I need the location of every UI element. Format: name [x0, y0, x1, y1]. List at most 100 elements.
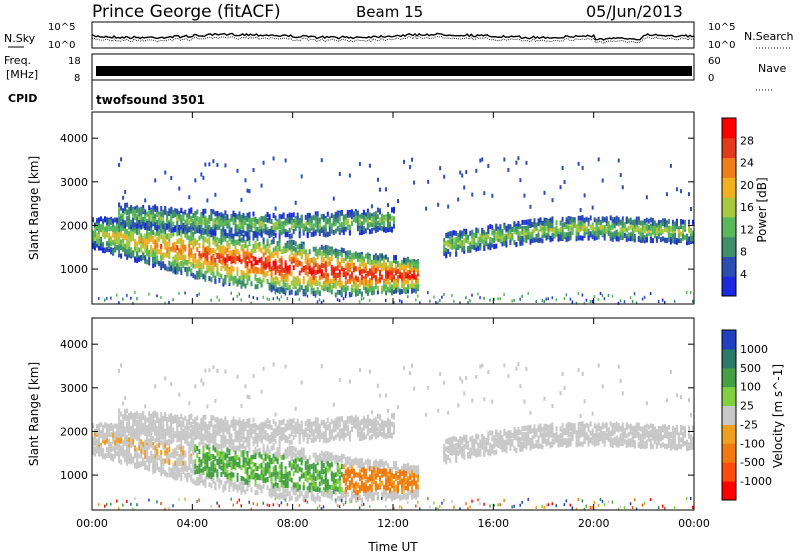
power-cell	[543, 228, 546, 234]
power-cell	[162, 261, 165, 267]
power-cell	[302, 241, 305, 247]
power-cell	[387, 220, 389, 226]
power-cell	[214, 241, 217, 247]
power-cell	[204, 229, 207, 235]
power-cell	[110, 220, 113, 226]
power-cell	[366, 280, 369, 286]
power-cell	[383, 221, 385, 226]
power-cell	[252, 235, 255, 241]
velocity-cell	[118, 368, 121, 373]
power-cell	[290, 218, 293, 224]
velocity-cell	[100, 422, 102, 428]
power-cell	[680, 224, 682, 230]
power-cell	[376, 214, 379, 220]
power-cell	[194, 253, 197, 258]
velocity-cell	[152, 464, 155, 470]
power-cell	[575, 301, 578, 305]
power-cell	[230, 259, 233, 265]
velocity-cell	[182, 460, 185, 466]
power-cell	[124, 223, 127, 229]
power-cell	[126, 221, 129, 227]
power-cell	[487, 163, 490, 168]
power-cell	[286, 217, 289, 223]
power-cell	[541, 226, 544, 232]
power-cell	[595, 227, 598, 233]
power-cell	[641, 224, 644, 230]
power-cell	[132, 225, 135, 231]
power-cell	[607, 221, 610, 226]
power-cell	[222, 217, 225, 223]
power-cell	[370, 228, 373, 234]
power-cell	[136, 213, 139, 219]
power-cell	[677, 226, 680, 232]
power-cell	[336, 218, 339, 224]
power-cell	[278, 298, 281, 302]
noise-left-tick-top: 10^5	[48, 22, 75, 33]
power-cell	[168, 253, 171, 258]
power-cell	[366, 208, 369, 214]
velocity-cell	[184, 415, 187, 421]
velocity-cell	[160, 426, 163, 432]
power-cell	[172, 221, 175, 227]
power-cell	[212, 230, 215, 236]
power-cell	[374, 227, 377, 233]
power-cell	[336, 226, 339, 232]
power-cell	[106, 296, 108, 300]
velocity-cell	[168, 459, 171, 464]
power-cell	[182, 239, 185, 245]
power-cell	[368, 212, 371, 218]
power-cell	[194, 224, 197, 230]
power-cell	[344, 290, 347, 296]
power-cell	[222, 236, 225, 242]
power-cell	[407, 284, 409, 290]
velocity-cell	[180, 435, 183, 441]
power-cell	[120, 232, 123, 238]
power-cell	[342, 286, 345, 292]
power-cell	[609, 215, 612, 221]
power-cell	[276, 245, 279, 250]
power-cell	[262, 261, 265, 267]
power-cell	[567, 231, 570, 237]
power-cell	[651, 221, 654, 227]
power-cell	[248, 218, 251, 224]
power-cell	[304, 255, 307, 260]
nave-right-tick-top: 60	[708, 56, 721, 67]
velocity-cell	[172, 427, 175, 433]
power-cell	[304, 269, 307, 275]
power-cell	[260, 269, 263, 275]
power-cell	[599, 230, 602, 236]
power-cell	[226, 223, 229, 229]
power-cell	[569, 231, 572, 237]
power-cell	[441, 295, 443, 299]
power-cell	[108, 232, 111, 238]
velocity-cell	[166, 420, 169, 426]
power-cell	[385, 270, 387, 276]
velocity-cell	[102, 453, 104, 459]
power-cell	[192, 213, 195, 218]
power-cell	[370, 259, 373, 265]
power-cell	[411, 267, 414, 273]
power-cell	[194, 216, 197, 222]
power-cell	[148, 249, 151, 255]
power-cell	[114, 238, 117, 244]
velocity-cell	[182, 417, 185, 423]
power-cell	[304, 293, 307, 297]
velocity-cell	[184, 435, 187, 440]
power-cell	[385, 273, 387, 279]
power-cell	[374, 255, 377, 261]
power-cell	[280, 249, 283, 254]
power-cell	[186, 213, 189, 219]
power-cell	[491, 230, 494, 236]
power-cell	[535, 225, 538, 231]
power-cell	[352, 252, 355, 258]
power-cell	[366, 219, 369, 225]
power-cell	[680, 219, 682, 225]
power-cell	[118, 249, 121, 255]
power-cell	[459, 170, 462, 175]
power-cell	[230, 275, 233, 281]
power-cell	[128, 231, 131, 237]
power-cell	[348, 225, 351, 231]
velocity-cell	[162, 440, 165, 446]
power-cell	[338, 282, 341, 288]
velocity-cell	[188, 425, 191, 431]
